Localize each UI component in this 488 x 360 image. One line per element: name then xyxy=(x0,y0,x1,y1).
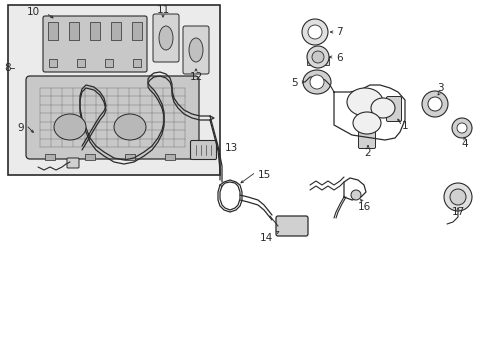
Bar xyxy=(69,22,79,40)
Text: 1: 1 xyxy=(401,121,408,131)
Bar xyxy=(125,154,135,160)
Ellipse shape xyxy=(189,38,203,62)
FancyBboxPatch shape xyxy=(386,96,401,122)
Text: 9: 9 xyxy=(18,123,24,133)
Bar xyxy=(90,22,100,40)
Ellipse shape xyxy=(421,91,447,117)
Text: 2: 2 xyxy=(364,148,370,158)
Bar xyxy=(8,5,220,175)
Ellipse shape xyxy=(306,46,328,68)
Text: 7: 7 xyxy=(335,27,342,37)
Ellipse shape xyxy=(311,51,324,63)
Text: 13: 13 xyxy=(224,143,238,153)
FancyBboxPatch shape xyxy=(275,216,307,236)
FancyBboxPatch shape xyxy=(26,76,199,159)
Ellipse shape xyxy=(449,189,465,205)
Ellipse shape xyxy=(370,98,394,118)
Text: 4: 4 xyxy=(461,139,468,149)
Ellipse shape xyxy=(350,190,360,200)
Ellipse shape xyxy=(159,26,173,50)
Text: 16: 16 xyxy=(357,202,370,212)
FancyBboxPatch shape xyxy=(190,140,216,159)
Text: 17: 17 xyxy=(450,207,464,217)
Text: 12: 12 xyxy=(189,72,202,82)
Ellipse shape xyxy=(114,114,146,140)
FancyBboxPatch shape xyxy=(358,131,375,149)
Ellipse shape xyxy=(54,114,86,140)
Bar xyxy=(49,59,57,67)
Bar xyxy=(48,22,58,40)
Bar xyxy=(45,154,55,160)
Bar xyxy=(105,59,113,67)
Text: 5: 5 xyxy=(291,78,297,88)
Ellipse shape xyxy=(427,97,441,111)
FancyBboxPatch shape xyxy=(183,26,208,74)
Ellipse shape xyxy=(352,112,380,134)
Ellipse shape xyxy=(303,70,330,94)
Text: 10: 10 xyxy=(27,7,40,17)
FancyBboxPatch shape xyxy=(43,16,147,72)
Ellipse shape xyxy=(302,19,327,45)
Bar xyxy=(164,154,175,160)
FancyBboxPatch shape xyxy=(67,158,79,168)
Ellipse shape xyxy=(443,183,471,211)
Bar xyxy=(132,22,142,40)
Text: 11: 11 xyxy=(156,5,169,15)
Text: 3: 3 xyxy=(436,83,443,93)
Bar xyxy=(85,154,95,160)
Bar xyxy=(111,22,121,40)
Bar xyxy=(306,57,328,65)
Ellipse shape xyxy=(309,75,324,89)
Bar xyxy=(133,59,141,67)
Text: 8: 8 xyxy=(4,63,11,73)
Text: 14: 14 xyxy=(259,233,272,243)
Ellipse shape xyxy=(451,118,471,138)
Text: 6: 6 xyxy=(335,53,342,63)
Ellipse shape xyxy=(346,88,382,116)
Text: 15: 15 xyxy=(258,170,271,180)
FancyBboxPatch shape xyxy=(153,14,179,62)
Ellipse shape xyxy=(307,25,321,39)
Bar xyxy=(77,59,85,67)
Ellipse shape xyxy=(456,123,466,133)
